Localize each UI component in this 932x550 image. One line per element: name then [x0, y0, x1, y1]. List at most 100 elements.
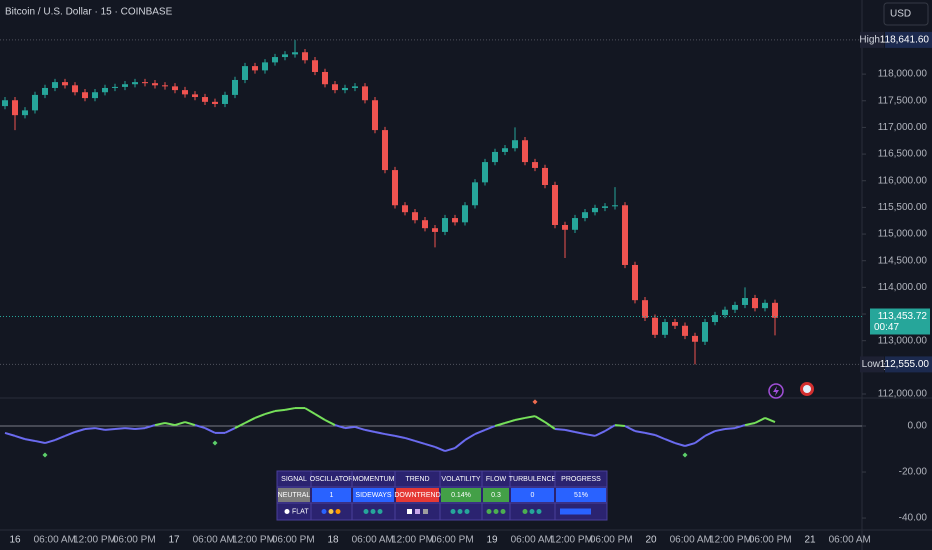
oscillator-segment — [154, 422, 166, 427]
y-tick-label: 112,000.00 — [878, 389, 928, 400]
value-text: 0.14% — [451, 492, 471, 499]
event-icon-bolt — [773, 386, 779, 396]
indicator-dot — [450, 509, 456, 514]
candle-body — [142, 82, 148, 84]
candle-body — [382, 130, 388, 171]
value-text: 51% — [574, 492, 588, 499]
oscillator-segment — [204, 427, 216, 434]
x-tick-label: 06:00 PM — [272, 535, 315, 546]
candle-body — [362, 86, 368, 101]
oscillator-segment — [544, 421, 556, 430]
oscillator-segment — [24, 438, 36, 442]
candle-body — [232, 79, 238, 95]
oscillator-segment — [124, 427, 136, 430]
header-cell — [554, 470, 608, 488]
header-text: VOLATILITY — [441, 476, 480, 483]
status-text: FLAT — [292, 508, 309, 515]
value-text: SIDEWAYS — [355, 492, 392, 499]
x-tick-label: 06:00 PM — [749, 535, 792, 546]
candle-body — [702, 322, 708, 342]
x-tick-label: 06:00 AM — [670, 535, 712, 546]
y-tick-label: 118,000.00 — [878, 69, 928, 80]
oscillator-segment — [224, 427, 236, 434]
oscillator-segment — [444, 447, 456, 453]
header-text: SIGNAL — [281, 476, 307, 483]
oscillator-segment — [514, 416, 526, 421]
x-tick-label: 21 — [804, 535, 816, 546]
candle-body — [672, 322, 678, 326]
oscillator-segment — [354, 425, 366, 431]
candle-body — [772, 302, 778, 318]
candle-body — [12, 100, 18, 116]
candle-body — [192, 94, 198, 98]
candle-body — [332, 84, 338, 91]
x-tick-label: 12:00 PM — [73, 535, 116, 546]
candle-body — [482, 162, 488, 183]
value-cell — [556, 488, 606, 502]
x-tick-label: 06:00 PM — [590, 535, 633, 546]
candle-body — [572, 218, 578, 230]
indicator-dot — [321, 509, 327, 514]
oscillator-segment — [494, 422, 506, 427]
oscillator-segment — [174, 421, 186, 427]
candle-body — [742, 298, 748, 305]
value-text: NEUTRAL — [278, 492, 311, 499]
candle-body — [72, 85, 78, 93]
candle-body — [102, 87, 108, 93]
oscillator-segment — [134, 427, 146, 430]
candle-body — [52, 82, 58, 88]
oscillator-segment — [144, 424, 156, 430]
oscillator-segment — [74, 428, 86, 433]
candle-body — [162, 85, 168, 87]
candle-body — [62, 82, 68, 86]
candle-body — [532, 162, 538, 168]
x-tick-label: 17 — [168, 535, 180, 546]
oscillator-segment — [334, 424, 346, 430]
high-marker-text: High — [859, 35, 880, 46]
header-text: OSCILLATOR — [310, 476, 354, 483]
oscillator-segment — [194, 424, 206, 430]
candle-body — [282, 54, 288, 58]
candle-body — [92, 92, 98, 99]
event-icon[interactable] — [768, 383, 784, 399]
candle-body — [602, 206, 608, 208]
candle-body — [682, 325, 688, 336]
value-cell — [511, 488, 554, 502]
status-dot — [284, 509, 290, 514]
oscillator-segment — [684, 442, 696, 447]
value-cell — [396, 488, 439, 502]
candle-body — [522, 140, 528, 163]
y-tick-label: 117,500.00 — [878, 95, 928, 106]
candle-body — [412, 212, 418, 221]
currency-button[interactable] — [883, 2, 929, 26]
oscillator-segment — [44, 439, 56, 444]
candle-body — [512, 140, 518, 149]
candle-body — [252, 66, 258, 71]
y-tick-label: 117,000.00 — [878, 122, 928, 133]
candle-body — [622, 205, 628, 265]
y-tick-label: -20.00 — [899, 467, 928, 478]
currency-label[interactable]: USD — [890, 9, 911, 20]
x-tick-label: 12:00 PM — [391, 535, 434, 546]
x-tick-label: 19 — [486, 535, 498, 546]
trend-square — [423, 509, 428, 514]
indicator-dot — [328, 509, 334, 514]
oscillator-segment — [564, 428, 576, 433]
candle-body — [342, 87, 348, 91]
value-text: DOWNTREND — [394, 492, 440, 499]
y-tick-label: 113,000.00 — [878, 335, 928, 346]
oscillator-segment — [674, 442, 686, 447]
oscillator-segment — [274, 408, 286, 413]
oscillator-segment — [704, 430, 716, 437]
oscillator-segment — [604, 424, 616, 432]
candle-body — [212, 101, 218, 104]
candle-body — [222, 94, 228, 104]
candle-body — [552, 185, 558, 225]
oscillator-segment — [574, 431, 586, 436]
last-price-box — [870, 308, 930, 335]
oscillator-segment — [304, 407, 316, 415]
candle-body — [502, 148, 508, 152]
flag-icon — [803, 385, 811, 393]
